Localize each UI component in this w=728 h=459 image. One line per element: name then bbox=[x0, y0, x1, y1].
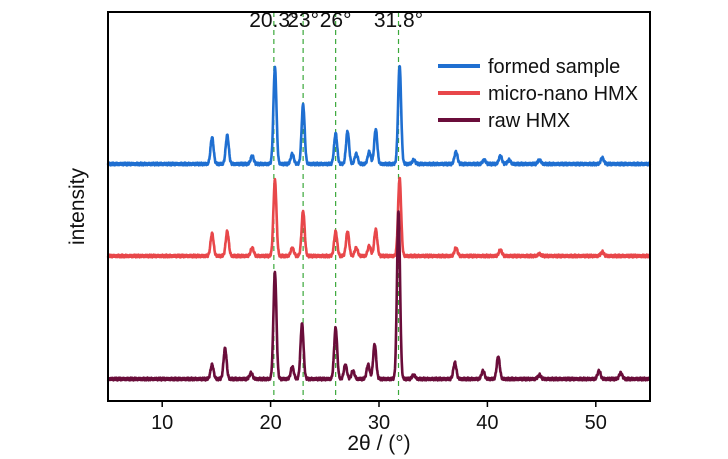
peak-labels: 20.3°23° 26° 31.8° bbox=[249, 9, 423, 32]
legend: formed sample micro-nano HMX raw HMX bbox=[438, 56, 638, 132]
x-tick-label: 30 bbox=[368, 412, 390, 434]
reference-line-label: 31.8° bbox=[374, 9, 423, 32]
series-line-formed-sample bbox=[106, 64, 652, 167]
reference-line-label: 20.3° bbox=[249, 9, 298, 32]
x-axis-ticks: 10 20 30 40 50 bbox=[151, 401, 607, 434]
series-line-micro-nano-hmx bbox=[106, 176, 652, 259]
series-lines bbox=[106, 64, 652, 382]
x-tick-label: 50 bbox=[585, 412, 607, 434]
legend-label: micro-nano HMX bbox=[488, 83, 638, 105]
series-line-raw-hmx bbox=[106, 210, 652, 382]
x-axis-label: 2θ / (°) bbox=[347, 432, 410, 455]
reference-line-label: 26° bbox=[320, 9, 352, 32]
legend-label: raw HMX bbox=[488, 110, 570, 132]
x-tick-label: 20 bbox=[259, 412, 281, 434]
x-tick-label: 10 bbox=[151, 412, 173, 434]
x-tick-label: 40 bbox=[476, 412, 498, 434]
legend-label: formed sample bbox=[488, 56, 620, 78]
reference-line-label: 23° bbox=[287, 9, 319, 32]
y-axis-label: intensity bbox=[66, 167, 89, 245]
